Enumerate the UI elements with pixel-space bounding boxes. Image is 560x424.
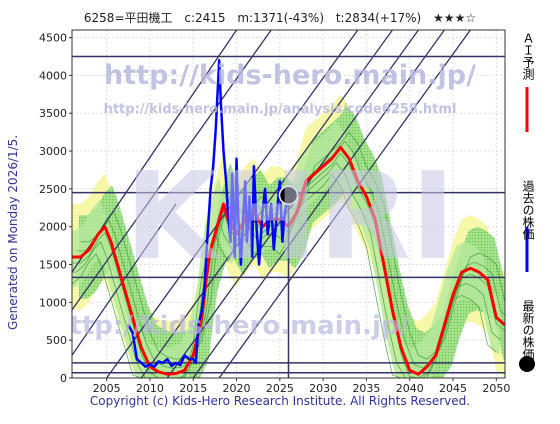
forecast-band-line (72, 173, 497, 378)
legend-latest-price: 最新の株価 (514, 300, 535, 360)
latest-price-marker (278, 185, 299, 206)
legend-past-price-label: 過去の株価 (521, 180, 535, 240)
y-tick-label: 1500 (39, 259, 67, 272)
x-tick-label: 2050 (482, 382, 510, 395)
y-tick-label: 0 (60, 372, 67, 385)
watermark-url-main: http://kids-hero.main.jp/ (104, 60, 476, 91)
x-tick-label: 2030 (309, 382, 337, 395)
trend-line (72, 203, 177, 356)
target-price: t:2834(+17%) (335, 11, 422, 25)
legend-ai-forecast: ＡＩ予測 (514, 32, 535, 80)
trend-line (72, 30, 272, 311)
legend-latest-price-swatch (519, 356, 535, 372)
watermark-logo: KHRI (125, 148, 455, 287)
x-tick-label: 2010 (136, 382, 164, 395)
x-tick-label: 2005 (93, 382, 121, 395)
y-tick-label: 4000 (39, 69, 67, 82)
x-tick-label: 2015 (179, 382, 207, 395)
watermark-url-bottom: http://kids-hero.main.jp/ (51, 311, 410, 341)
stock-code-name: 6258=平田機工 (83, 11, 173, 25)
y-tick-label: 3500 (39, 107, 67, 120)
legend-past-price: 過去の株価 (514, 180, 535, 240)
chart-header: 6258=平田機工 c:2415 m:1371(-43%) t:2834(+17… (0, 9, 560, 26)
x-tick-label: 2045 (439, 382, 467, 395)
plot-area: http://kids-hero.main.jp/http://kids-her… (51, 30, 505, 378)
x-tick-label: 2020 (223, 382, 251, 395)
generated-date: Generated on Monday 2026/1/5. (6, 134, 20, 330)
y-tick-label: 2000 (39, 221, 67, 234)
copyright-footer: Copyright (c) Kids-Hero Research Institu… (89, 394, 471, 408)
close-price: c:2415 (184, 11, 226, 25)
trend-line (218, 30, 471, 378)
y-tick-label: 1000 (39, 296, 67, 309)
y-tick-label: 4500 (39, 32, 67, 45)
past-price-line (127, 59, 290, 368)
rating-stars: ★★★☆ (433, 11, 477, 25)
x-tick-label: 2025 (266, 382, 294, 395)
x-tick-label: 2035 (352, 382, 380, 395)
legend-latest-price-label: 最新の株価 (521, 300, 535, 360)
y-tick-label: 500 (46, 334, 67, 347)
legend-ai-forecast-label: ＡＩ予測 (521, 32, 535, 80)
watermark-url-analysis: http://kids-hero.main.jp/analysis/code62… (104, 102, 457, 117)
plot-frame (71, 29, 506, 379)
y-tick-label: 2500 (39, 183, 67, 196)
x-tick-label: 2040 (396, 382, 424, 395)
y-tick-label: 3000 (39, 145, 67, 158)
trend-line (192, 30, 445, 378)
min-price: m:1371(-43%) (237, 11, 324, 25)
